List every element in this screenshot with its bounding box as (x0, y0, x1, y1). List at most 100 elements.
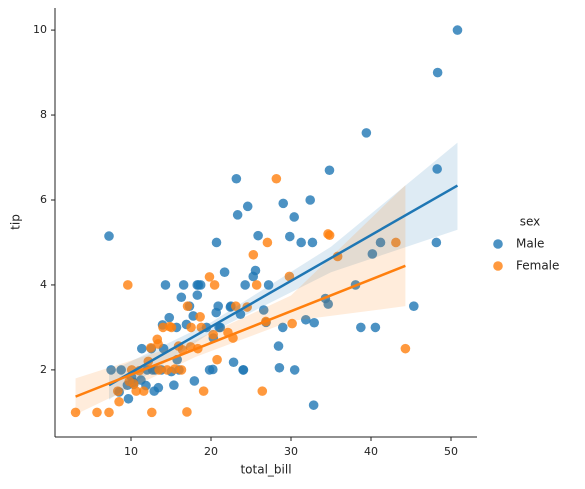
scatter-point (289, 365, 300, 375)
scatter-point (164, 312, 175, 323)
scatter-point (209, 280, 220, 290)
scatter-point (182, 407, 192, 417)
scatter-point (186, 322, 196, 333)
scatter-point (114, 396, 124, 407)
legend-label: Male (516, 237, 544, 251)
legend-label: Female (516, 259, 559, 273)
scatter-point (242, 201, 253, 212)
scatter-point (158, 322, 168, 333)
scatter-point (92, 407, 102, 418)
scatter-point (113, 386, 123, 396)
scatter-point (301, 314, 311, 325)
scatter-point (356, 322, 366, 333)
scatter-point (208, 329, 218, 340)
x-tick-label: 20 (204, 445, 218, 458)
scatter-point (138, 386, 149, 396)
scatter-point (176, 292, 187, 303)
scatter-point (116, 365, 126, 375)
scatter-point (154, 365, 164, 375)
regression-line (75, 264, 406, 398)
scatter-point (307, 237, 318, 248)
scatter-point (391, 237, 401, 248)
scatter-point (124, 376, 135, 387)
scatter-point (251, 280, 262, 290)
scatter-point (271, 173, 282, 184)
scatter-point (409, 301, 419, 311)
scatter-point (262, 237, 273, 248)
scatter-point (240, 280, 250, 290)
scatter-point (273, 341, 284, 351)
y-axis-label: tip (9, 214, 23, 230)
scatter-point (189, 376, 200, 386)
scatter-point (305, 195, 316, 205)
scatter-point (263, 280, 274, 290)
scatter-point (169, 380, 179, 390)
scatter-point (296, 237, 306, 248)
scatter-point (160, 280, 171, 290)
legend-marker (493, 261, 503, 271)
scatter-point (370, 322, 381, 333)
scatter-point (452, 25, 463, 35)
scatter-point (308, 400, 319, 410)
scatter-point (178, 280, 189, 290)
scatter-point (211, 237, 222, 248)
y-tick-label: 4 (40, 278, 47, 291)
scatter-point (432, 67, 443, 78)
scatter-point (324, 230, 335, 241)
scatter-point (285, 231, 295, 242)
scatter-point (176, 365, 187, 375)
scatter-point (198, 386, 209, 396)
scatter-point (400, 343, 411, 354)
scatter-point (284, 271, 295, 282)
scatter-point (248, 271, 259, 282)
scatter-point (432, 164, 442, 174)
regression-line (108, 184, 459, 387)
scatter-point (228, 357, 239, 368)
scatter-point (137, 343, 147, 354)
scatter-point (204, 272, 215, 282)
x-tick-label: 10 (124, 445, 138, 458)
y-tick-label: 10 (33, 23, 47, 36)
legend-title: sex (520, 215, 541, 229)
scatter-point (162, 365, 172, 375)
scatter-point (287, 318, 297, 329)
scatter-point (323, 299, 334, 309)
scatter-point (431, 237, 442, 248)
x-axis-label: total_bill (240, 463, 291, 477)
confidence-band (75, 185, 406, 415)
scatter-point (258, 305, 269, 315)
scatter-point (367, 249, 378, 259)
scatter-point (149, 386, 159, 396)
scatter-point (123, 393, 134, 404)
scatter-point (253, 230, 263, 241)
scatter-point (136, 375, 146, 385)
scatter-point (257, 386, 268, 396)
scatter-point (192, 290, 203, 300)
x-tick-label: 40 (364, 445, 378, 458)
scatter-point (146, 343, 156, 353)
scatter-point (147, 407, 157, 418)
scatter-point (231, 173, 242, 184)
scatter-point (131, 386, 141, 396)
scatter-point (152, 334, 163, 345)
scatter-point (361, 128, 372, 138)
scatter-point (215, 322, 226, 333)
scatter-point (324, 165, 335, 176)
y-tick-label: 8 (40, 108, 47, 121)
scatter-point (123, 280, 133, 290)
scatter-point (248, 249, 259, 260)
scatter-point (375, 237, 386, 248)
y-tick-label: 2 (40, 363, 47, 376)
scatter-point (274, 362, 285, 373)
scatter-point (104, 407, 114, 418)
scatter-point (104, 231, 114, 241)
scatter-point (166, 322, 177, 333)
scatter-point (309, 317, 320, 328)
scatter-point (182, 301, 193, 311)
scatter-point (232, 210, 243, 220)
scatter-point (289, 212, 300, 222)
scatter-point (70, 407, 81, 418)
scatter-point (238, 365, 248, 375)
x-tick-label: 30 (284, 445, 298, 458)
